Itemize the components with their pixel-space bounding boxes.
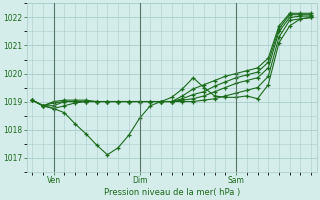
X-axis label: Pression niveau de la mer( hPa ): Pression niveau de la mer( hPa ) (104, 188, 240, 197)
